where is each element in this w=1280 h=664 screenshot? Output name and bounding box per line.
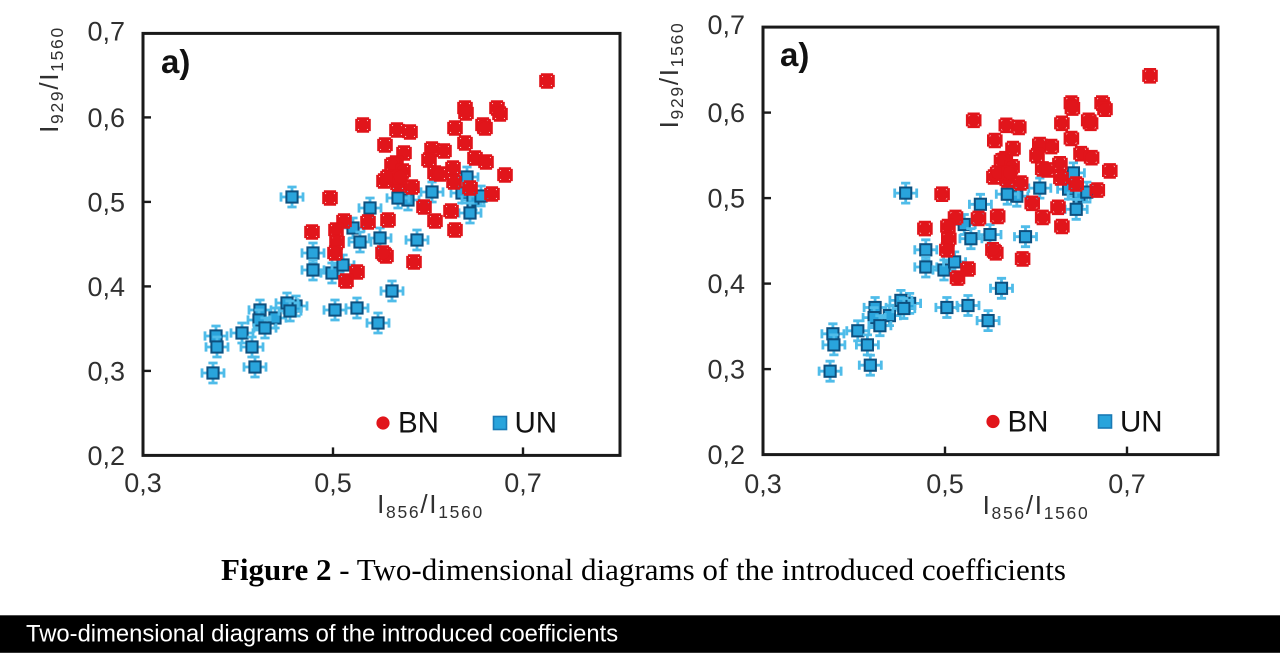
- svg-text:UN: UN: [1120, 406, 1163, 439]
- svg-text:I929/I1560: I929/I1560: [34, 26, 67, 133]
- svg-text:0,6: 0,6: [87, 103, 125, 133]
- svg-text:0,6: 0,6: [707, 98, 745, 128]
- svg-text:Figure 2 - Two-dimensional dia: Figure 2 - Two-dimensional diagrams of t…: [221, 552, 1066, 587]
- svg-text:0,3: 0,3: [87, 356, 125, 386]
- svg-text:0,5: 0,5: [926, 469, 964, 499]
- svg-text:0,4: 0,4: [707, 269, 745, 299]
- svg-text:0,4: 0,4: [87, 272, 125, 302]
- svg-text:0,7: 0,7: [1108, 469, 1146, 499]
- svg-text:I856/I1560: I856/I1560: [983, 490, 1090, 523]
- svg-text:BN: BN: [398, 407, 439, 440]
- svg-text:UN: UN: [515, 407, 558, 440]
- svg-text:0,7: 0,7: [87, 17, 125, 47]
- svg-text:0,2: 0,2: [87, 441, 125, 471]
- svg-text:0,7: 0,7: [504, 468, 542, 498]
- svg-text:0,3: 0,3: [744, 469, 782, 499]
- svg-text:0,3: 0,3: [707, 355, 745, 385]
- svg-text:0,5: 0,5: [707, 184, 745, 214]
- svg-text:a): a): [780, 36, 809, 73]
- svg-text:0,5: 0,5: [87, 187, 125, 217]
- svg-text:0,3: 0,3: [124, 468, 162, 498]
- svg-text:0,5: 0,5: [314, 468, 352, 498]
- svg-text:0,7: 0,7: [707, 10, 745, 40]
- svg-text:BN: BN: [1008, 406, 1049, 439]
- svg-text:Two-dimensional diagrams of th: Two-dimensional diagrams of the introduc…: [26, 621, 618, 648]
- svg-text:a): a): [161, 43, 190, 80]
- svg-text:0,2: 0,2: [707, 440, 745, 470]
